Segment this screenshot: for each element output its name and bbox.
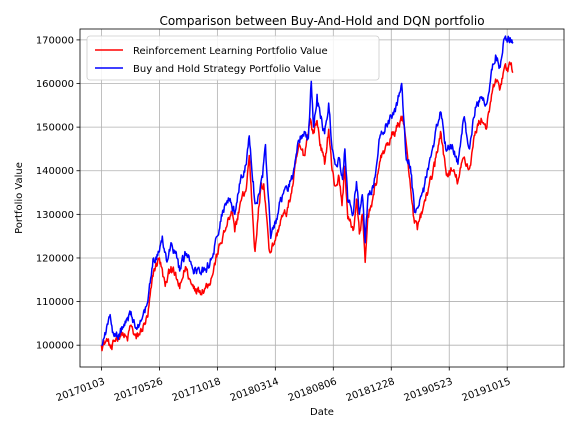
plot-frame: [79, 28, 565, 368]
y-tick-label: 150000: [36, 123, 74, 134]
y-tick-label: 160000: [36, 79, 74, 90]
legend-box: [86, 35, 380, 81]
y-tick-label: 100000: [36, 341, 74, 352]
plot-lines: [100, 35, 514, 352]
legend-label-buy-hold: Buy and Hold Strategy Portfolio Value: [133, 64, 321, 75]
y-tick-label: 130000: [36, 210, 74, 221]
legend-label-rl: Reinforcement Learning Portfolio Value: [133, 46, 328, 57]
chart-title: Comparison between Buy-And-Hold and DQN …: [159, 14, 484, 28]
y-tick-label: 140000: [36, 166, 74, 177]
y-axis-title: Portfolio Value: [14, 162, 25, 234]
y-tick-label: 120000: [36, 253, 74, 264]
y-axis: 100000 110000 120000 130000 140000 150000 1600…: [36, 35, 80, 352]
series-line-buy-hold: [101, 35, 514, 347]
legend: Reinforcement Learning Portfolio Value B…: [86, 35, 380, 81]
y-tick-label: 110000: [36, 297, 74, 308]
y-tick-label: 170000: [36, 35, 74, 46]
x-axis-title: Date: [310, 407, 334, 418]
